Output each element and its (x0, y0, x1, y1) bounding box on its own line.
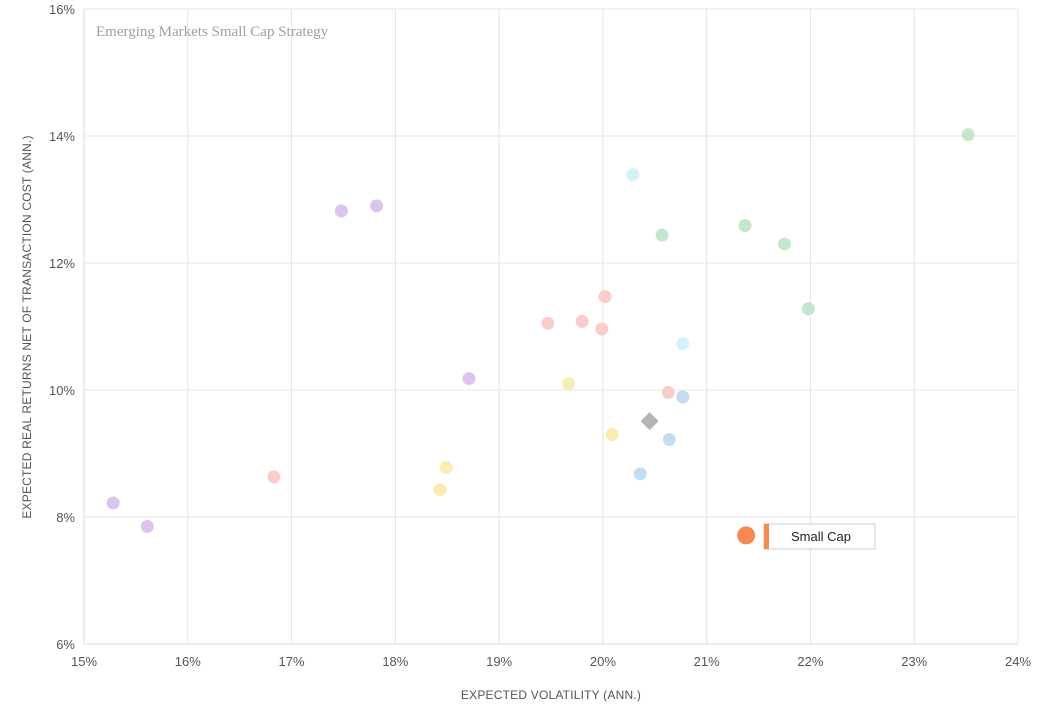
scatter-point[interactable] (439, 460, 453, 474)
scatter-point[interactable] (676, 337, 690, 351)
scatter-point[interactable] (778, 237, 791, 251)
scatter-point[interactable] (462, 372, 476, 386)
highlight-point[interactable] (737, 526, 756, 545)
scatter-point[interactable] (626, 168, 640, 182)
highlight-tooltip: Small Cap (763, 523, 876, 550)
scatter-point[interactable] (541, 316, 555, 330)
x-tick-label: 18% (382, 654, 408, 669)
x-tick-label: 20% (590, 654, 616, 669)
scatter-point[interactable] (662, 433, 676, 447)
chart-title: Emerging Markets Small Cap Strategy (96, 24, 329, 40)
axis-ticks: 15% 16% 17% 18% 19% 20% 21% 22% 23% 24% 6% 8% 10% 12%… (49, 2, 1031, 669)
scatter-point[interactable] (106, 496, 120, 510)
grid-lines (83, 8, 1019, 645)
tooltip-label: Small Cap (791, 529, 851, 544)
x-tick-label: 23% (901, 654, 927, 669)
y-axis-label: EXPECTED REAL RETURNS NET OF TRANSACTION… (20, 135, 34, 518)
y-tick-label: 8% (56, 510, 75, 525)
diamond-point[interactable] (640, 412, 659, 431)
y-tick-label: 16% (49, 2, 75, 17)
scatter-point[interactable] (562, 377, 576, 391)
scatter-point[interactable] (605, 427, 619, 441)
scatter-point[interactable] (655, 228, 669, 242)
scatter-point[interactable] (370, 199, 384, 213)
tooltip-box (763, 523, 876, 550)
x-axis-label: EXPECTED VOLATILITY (ANN.) (461, 688, 641, 702)
y-tick-label: 6% (56, 637, 75, 652)
x-tick-label: 17% (279, 654, 305, 669)
tooltip-accent-bar (764, 524, 769, 549)
scatter-point[interactable] (140, 520, 154, 534)
scatter-point[interactable] (661, 386, 675, 400)
scatter-point[interactable] (738, 219, 752, 233)
x-tick-label: 15% (71, 654, 97, 669)
scatter-point[interactable] (801, 302, 815, 316)
scatter-point[interactable] (961, 128, 975, 142)
data-points (106, 128, 975, 545)
scatter-point[interactable] (598, 290, 612, 304)
scatter-point[interactable] (433, 483, 447, 497)
x-tick-label: 16% (175, 654, 201, 669)
scatter-point[interactable] (267, 470, 281, 484)
x-tick-label: 21% (694, 654, 720, 669)
y-tick-label: 12% (49, 256, 75, 271)
scatter-point[interactable] (595, 322, 609, 336)
scatter-point[interactable] (334, 204, 348, 218)
x-tick-label: 19% (486, 654, 512, 669)
scatter-point[interactable] (633, 467, 647, 481)
y-tick-label: 14% (49, 129, 75, 144)
scatter-point[interactable] (676, 390, 690, 404)
x-tick-label: 22% (797, 654, 823, 669)
x-tick-label: 24% (1005, 654, 1031, 669)
scatter-point[interactable] (575, 314, 589, 328)
y-tick-label: 10% (49, 383, 75, 398)
